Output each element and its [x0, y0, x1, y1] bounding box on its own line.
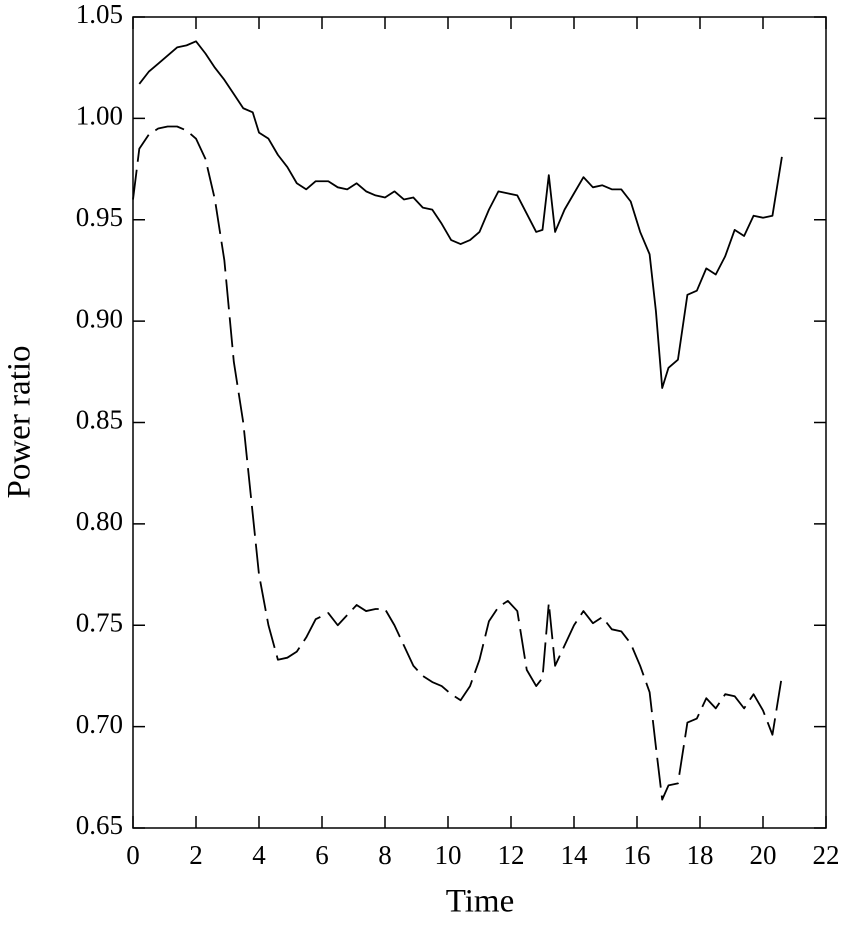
y-tick-label: 1.00: [76, 101, 123, 131]
x-tick-label: 0: [126, 840, 140, 870]
x-tick-label: 16: [624, 840, 651, 870]
x-tick-label: 18: [687, 840, 714, 870]
x-tick-label: 10: [435, 840, 462, 870]
plot-frame: [132, 16, 827, 829]
y-tick-label: 0.80: [76, 506, 123, 536]
data-line: [132, 125, 783, 801]
x-tick-label: 4: [252, 840, 266, 870]
y-tick-label: 0.65: [76, 810, 123, 840]
y-tick-label: 0.90: [76, 303, 123, 333]
data-line: [138, 40, 783, 389]
y-tick-label: 1.05: [76, 0, 123, 29]
y-tick-label: 0.70: [76, 709, 123, 739]
x-tick-label: 8: [378, 840, 392, 870]
x-tick-label: 6: [315, 840, 329, 870]
x-tick-label: 22: [813, 840, 840, 870]
x-tick-label: 2: [189, 840, 203, 870]
x-tick-label: 14: [561, 840, 589, 870]
y-axis-title: Power ratio: [2, 345, 38, 498]
x-tick-label: 20: [750, 840, 777, 870]
y-tick-label: 0.95: [76, 202, 123, 232]
y-tick-label: 0.85: [76, 405, 123, 435]
x-tick-label: 12: [498, 840, 525, 870]
x-axis-title: Time: [446, 884, 514, 920]
y-tick-label: 0.75: [76, 607, 123, 637]
